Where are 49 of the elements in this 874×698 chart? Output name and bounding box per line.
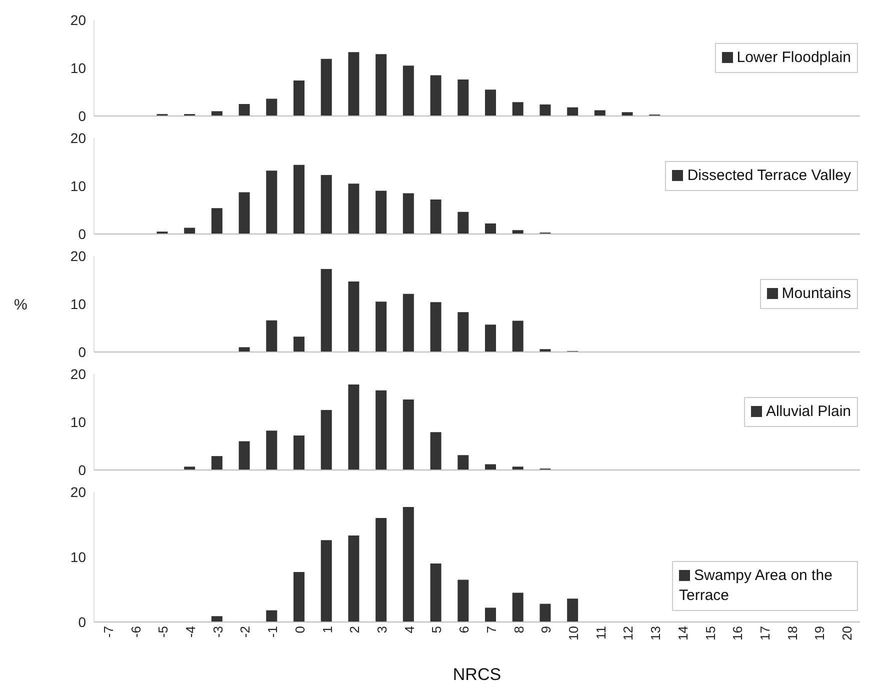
x-tick-label: 9 [538,626,554,634]
x-tick-label: 2 [347,626,362,634]
y-tick-label: 20 [70,484,86,500]
x-tick-label: 18 [784,626,800,640]
y-tick-label: 0 [78,226,86,242]
y-tick-label: 0 [78,108,86,124]
x-tick-label: 20 [840,626,855,640]
y-tick-label: 20 [70,12,86,28]
y-axis-title: % [14,296,28,314]
y-tick-label: 10 [70,548,86,565]
x-tick-label: 6 [456,626,472,634]
x-tick-label: 5 [429,626,444,634]
y-tick-label: 0 [78,462,86,478]
x-tick-label: -3 [210,626,226,638]
y-tick-label: 0 [78,344,86,360]
x-tick-label: 17 [757,626,772,640]
y-tick-label: 20 [70,130,86,146]
x-tick-label: 8 [511,626,526,634]
x-tick-label: 3 [374,626,390,634]
y-tick-label: 20 [70,248,86,264]
x-tick-label: 10 [566,626,581,640]
x-tick-label: 13 [648,626,664,640]
x-tick-label: 12 [620,626,636,640]
y-tick-label: 10 [70,178,86,194]
x-axis-title: NRCS [452,665,502,684]
y-tick-label: 10 [70,296,86,312]
x-tick-label: 7 [484,626,499,634]
y-tick-label: 20 [70,366,86,382]
x-tick-label: -1 [265,626,280,638]
legend-label: Dissected Terrace Valley [686,166,851,186]
x-tick-label: 16 [730,626,746,640]
x-tick-label: -5 [156,626,171,638]
x-tick-label: -2 [238,626,253,638]
x-tick-label: 0 [292,626,308,634]
x-tick-label: -6 [128,626,144,638]
legend-label: Lower Floodplain [736,48,851,68]
x-tick-label: 14 [675,626,690,640]
x-tick-label: 1 [320,626,335,634]
x-tick-label: -7 [100,626,116,638]
x-tick-label: 15 [702,626,718,640]
x-tick-label: 4 [402,626,417,634]
y-tick-label: 10 [70,60,86,76]
x-tick-label: 19 [812,626,828,640]
x-tick-label: 11 [593,626,608,640]
x-tick-label: -4 [182,626,198,638]
legend-label: Swampy Area on the Terrace [679,566,834,606]
legend-label: Alluvial Plain [764,402,851,422]
y-tick-label: 10 [70,414,86,430]
legend-label: Mountains [780,284,851,304]
